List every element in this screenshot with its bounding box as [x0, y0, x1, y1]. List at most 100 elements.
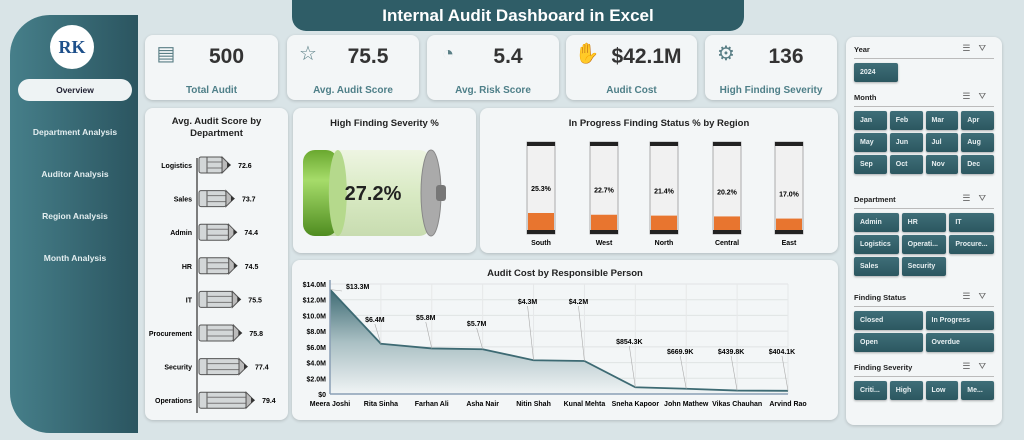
- slicer-button[interactable]: Sep: [854, 155, 887, 174]
- y-tick-label: $2.0M: [307, 376, 327, 383]
- clear-filter-icon[interactable]: ⛛: [978, 193, 994, 203]
- slicer-button[interactable]: Open: [854, 333, 923, 352]
- nav-month-analysis[interactable]: Month Analysis: [43, 253, 107, 263]
- fill-bar: [591, 214, 617, 230]
- severity-badge-icon: ⚙: [717, 43, 735, 65]
- multi-select-icon[interactable]: ☰: [962, 361, 979, 371]
- x-tick-label: Rita Sinha: [364, 401, 398, 408]
- data-label: 79.4: [262, 398, 276, 405]
- slicer-button[interactable]: Sales: [854, 257, 899, 276]
- pencil-bar: [198, 357, 249, 376]
- data-label: 74.5: [245, 264, 259, 271]
- multi-select-icon[interactable]: ☰: [962, 91, 979, 101]
- cylinder-bar: [774, 141, 804, 235]
- slicer-button[interactable]: Criti...: [854, 381, 887, 400]
- chart-title: High Finding Severity %: [330, 118, 439, 129]
- x-tick-label: Meera Joshi: [310, 401, 351, 408]
- kpi-card: ✋ $42.1M Audit Cost: [566, 35, 697, 100]
- battery-gauge: 27.2%: [303, 149, 446, 237]
- kpi-label: High Finding Severity: [719, 85, 823, 96]
- slicer-button[interactable]: Jan: [854, 111, 887, 130]
- data-label: 22.7%: [594, 188, 615, 195]
- data-label: 74.4: [244, 230, 258, 237]
- divider: [854, 306, 994, 307]
- slicer-button[interactable]: 2024: [854, 63, 898, 82]
- slicer-button[interactable]: High: [889, 381, 923, 400]
- slicer-button[interactable]: Feb: [889, 111, 923, 130]
- slicer-button[interactable]: Jun: [889, 133, 923, 152]
- kpi-value: $42.1M: [611, 45, 682, 68]
- data-label: $5.7M: [467, 321, 487, 328]
- slicer-button[interactable]: Closed: [854, 311, 923, 330]
- slicer-controls: ☰⛛: [962, 291, 994, 302]
- rating-person-icon: ☆: [299, 43, 317, 65]
- series-line: [329, 288, 789, 392]
- slicer-panel: Year ☰⛛ 2024 Month ☰⛛ Jan Feb Mar Apr May Jun Jul Au…: [846, 37, 1002, 425]
- x-tick-label: Nitin Shah: [516, 401, 551, 408]
- slicer-button[interactable]: Aug: [961, 133, 994, 152]
- kpi-card: ⚙ 136 High Finding Severity: [705, 35, 837, 100]
- slicer-title: Department: [854, 195, 896, 204]
- clear-filter-icon[interactable]: ⛛: [978, 291, 994, 301]
- clear-filter-icon[interactable]: ⛛: [978, 91, 994, 101]
- cost-hand-icon: ✋: [574, 43, 600, 65]
- clear-filter-icon[interactable]: ⛛: [978, 43, 994, 53]
- logo: RK: [50, 25, 94, 69]
- x-tick-label: Sneha Kapoor: [612, 401, 660, 408]
- multi-select-icon[interactable]: ☰: [962, 291, 979, 301]
- category-label: HR: [182, 264, 192, 271]
- document-check-icon: ▤: [156, 43, 176, 65]
- cylinder-bar: [589, 141, 619, 235]
- slicer-controls: ☰⛛: [962, 91, 994, 102]
- x-tick-label: John Mathew: [664, 401, 709, 408]
- data-label: $404.1K: [769, 349, 795, 356]
- kpi-card: ☆ 75.5 Avg. Audit Score: [287, 35, 419, 100]
- data-label: 25.3%: [531, 186, 552, 193]
- data-label: $13.3M: [346, 284, 370, 291]
- data-label: 21.4%: [654, 189, 675, 196]
- slicer-button[interactable]: Jul: [925, 133, 959, 152]
- divider: [854, 58, 994, 59]
- nav-overview[interactable]: Overview: [18, 79, 132, 101]
- slicer-controls: ☰⛛: [962, 361, 994, 372]
- divider: [854, 376, 994, 377]
- kpi-value: 500: [208, 45, 245, 68]
- slicer-button[interactable]: Apr: [961, 111, 994, 130]
- category-label: Central: [715, 240, 739, 247]
- slicer-button[interactable]: Nov: [925, 155, 959, 174]
- x-tick-label: Farhan Ali: [415, 401, 449, 408]
- cylinder-bar: [649, 141, 679, 235]
- slicer-button[interactable]: Oct: [889, 155, 923, 174]
- nav-region-analysis[interactable]: Region Analysis: [42, 211, 108, 221]
- y-tick-label: $0: [318, 392, 326, 399]
- multi-select-icon[interactable]: ☰: [962, 43, 979, 53]
- slicer-button[interactable]: Low: [925, 381, 959, 400]
- slicer-button[interactable]: Logistics: [854, 235, 899, 254]
- slicer-button[interactable]: Overdue: [925, 333, 994, 352]
- slicer-button[interactable]: Admin: [854, 213, 899, 232]
- nav-department-analysis[interactable]: Department Analysis: [32, 127, 118, 137]
- multi-select-icon[interactable]: ☰: [962, 193, 979, 203]
- category-label: Operations: [155, 398, 192, 405]
- slicer-button[interactable]: In Progress: [925, 311, 994, 330]
- slicer-button[interactable]: Procure...: [949, 235, 994, 254]
- slicer-button[interactable]: May: [854, 133, 887, 152]
- slicer-button[interactable]: IT: [949, 213, 994, 232]
- category-label: IT: [186, 297, 193, 304]
- nav-auditor-analysis[interactable]: Auditor Analysis: [41, 169, 109, 179]
- slicer-button[interactable]: Operati...: [901, 235, 947, 254]
- slicer-button[interactable]: Mar: [925, 111, 959, 130]
- slicer-button[interactable]: HR: [901, 213, 947, 232]
- slicer-button[interactable]: Dec: [961, 155, 994, 174]
- slicer-button[interactable]: Security: [901, 257, 947, 276]
- slicer-button[interactable]: Me...: [961, 381, 994, 400]
- slicer-title: Finding Status: [854, 293, 907, 302]
- data-label: $6.4M: [365, 317, 385, 324]
- category-label: West: [596, 240, 613, 247]
- y-tick-label: $4.0M: [307, 361, 327, 368]
- gauge-value: 27.2%: [345, 183, 402, 205]
- category-label: South: [531, 240, 551, 247]
- slicer-controls: ☰⛛: [962, 43, 994, 54]
- data-label: 73.7: [242, 197, 256, 204]
- clear-filter-icon[interactable]: ⛛: [978, 361, 994, 371]
